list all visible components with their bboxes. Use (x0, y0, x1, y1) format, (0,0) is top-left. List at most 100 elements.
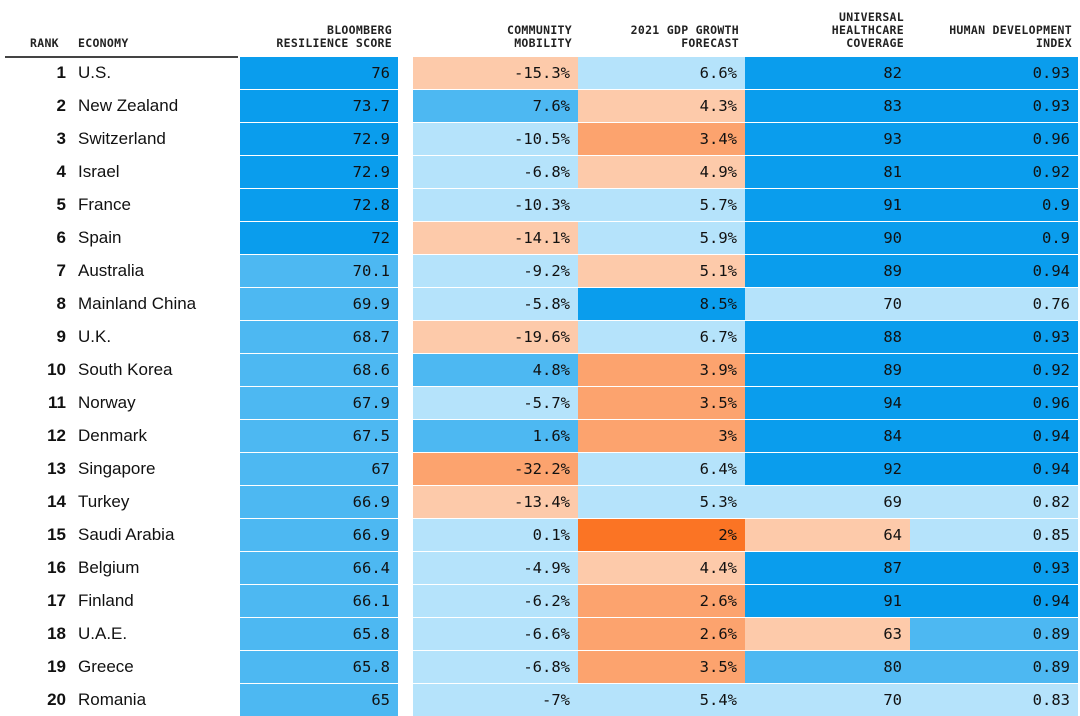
value-cell: 0.93 (910, 552, 1078, 584)
economy: Greece (78, 657, 134, 676)
value-cell: 72 (240, 222, 398, 254)
economy: Norway (78, 393, 136, 412)
column-header: UNIVERSAL (838, 10, 904, 24)
value-cell: 0.76 (910, 288, 1078, 320)
economy: U.S. (78, 63, 112, 82)
value-cell: 69 (745, 486, 910, 518)
value-cell: -9.2% (413, 255, 578, 287)
economy: Singapore (78, 459, 156, 478)
economy: Spain (78, 228, 122, 247)
economy: Israel (78, 162, 120, 181)
value-cell: 0.94 (910, 420, 1078, 452)
value-cell: 0.89 (910, 618, 1078, 650)
value-cell: 3.4% (578, 123, 745, 155)
value-cell: 80 (745, 651, 910, 683)
value-cell: 69.9 (240, 288, 398, 320)
value-cell: 5.9% (578, 222, 745, 254)
value-cell: 5.3% (578, 486, 745, 518)
value-cell: 87 (745, 552, 910, 584)
value-cell: 70 (745, 288, 910, 320)
value-cell: -10.3% (413, 189, 578, 221)
rank: 1 (56, 63, 66, 82)
value-cell: 66.4 (240, 552, 398, 584)
rank: 15 (47, 525, 66, 544)
value-cell: 72.9 (240, 156, 398, 188)
value-cell: 70 (745, 684, 910, 716)
rank: 8 (56, 294, 66, 313)
value-cell: 65 (240, 684, 398, 716)
value-cell: 3% (578, 420, 745, 452)
value-cell: -7% (413, 684, 578, 716)
value-cell: 0.93 (910, 90, 1078, 122)
economy: Finland (78, 591, 134, 610)
value-cell: 88 (745, 321, 910, 353)
value-cell: 4.9% (578, 156, 745, 188)
value-cell: 2% (578, 519, 745, 551)
economy: Switzerland (78, 129, 166, 148)
value-cell: 4.8% (413, 354, 578, 386)
economy: Turkey (78, 492, 130, 511)
value-cell: 2.6% (578, 618, 745, 650)
column-header: 2021 GDP GROWTH (630, 23, 739, 37)
column-header: HUMAN DEVELOPMENT (949, 23, 1072, 37)
economy: Denmark (78, 426, 147, 445)
value-cell: 66.1 (240, 585, 398, 617)
value-cell: 73.7 (240, 90, 398, 122)
rank: 4 (56, 162, 66, 181)
economy: Romania (78, 690, 147, 709)
economy: France (78, 195, 131, 214)
rank: 9 (56, 327, 66, 346)
economy: South Korea (78, 360, 173, 379)
value-cell: 3.5% (578, 651, 745, 683)
rank: 6 (56, 228, 66, 247)
column-header: RANK (30, 36, 59, 50)
value-cell: 0.82 (910, 486, 1078, 518)
value-cell: 70.1 (240, 255, 398, 287)
value-cell: 89 (745, 255, 910, 287)
value-cell: -6.8% (413, 651, 578, 683)
value-cell: 6.4% (578, 453, 745, 485)
value-cell: 91 (745, 585, 910, 617)
rank: 13 (47, 459, 66, 478)
economy: New Zealand (78, 96, 179, 115)
value-cell: 0.94 (910, 585, 1078, 617)
value-cell: 65.8 (240, 618, 398, 650)
value-cell: 66.9 (240, 519, 398, 551)
economy: Belgium (78, 558, 140, 577)
value-cell: 6.6% (578, 57, 745, 89)
value-cell: -4.9% (413, 552, 578, 584)
value-cell: 5.4% (578, 684, 745, 716)
value-cell: 7.6% (413, 90, 578, 122)
value-cell: 89 (745, 354, 910, 386)
value-cell: -6.8% (413, 156, 578, 188)
value-cell: 93 (745, 123, 910, 155)
economy: Australia (78, 261, 145, 280)
value-cell: 1.6% (413, 420, 578, 452)
value-cell: 68.7 (240, 321, 398, 353)
rank: 18 (47, 624, 66, 643)
value-cell: 67 (240, 453, 398, 485)
value-cell: 0.93 (910, 321, 1078, 353)
value-cell: 90 (745, 222, 910, 254)
value-cell: 0.94 (910, 453, 1078, 485)
value-cell: 0.1% (413, 519, 578, 551)
economy: U.A.E. (78, 624, 128, 643)
value-cell: 0.92 (910, 156, 1078, 188)
value-cell: 76 (240, 57, 398, 89)
value-cell: 0.9 (910, 222, 1078, 254)
column-header: RESILIENCE SCORE (276, 36, 392, 50)
value-cell: 0.89 (910, 651, 1078, 683)
value-cell: 92 (745, 453, 910, 485)
rank: 14 (47, 492, 66, 511)
value-cell: 84 (745, 420, 910, 452)
value-cell: -19.6% (413, 321, 578, 353)
rank: 10 (47, 360, 66, 379)
value-cell: 4.4% (578, 552, 745, 584)
value-cell: 66.9 (240, 486, 398, 518)
value-cell: 0.96 (910, 123, 1078, 155)
value-cell: 91 (745, 189, 910, 221)
value-cell: 0.96 (910, 387, 1078, 419)
column-header: BLOOMBERG (326, 23, 392, 37)
rank: 20 (47, 690, 66, 709)
column-header: ECONOMY (78, 36, 129, 50)
